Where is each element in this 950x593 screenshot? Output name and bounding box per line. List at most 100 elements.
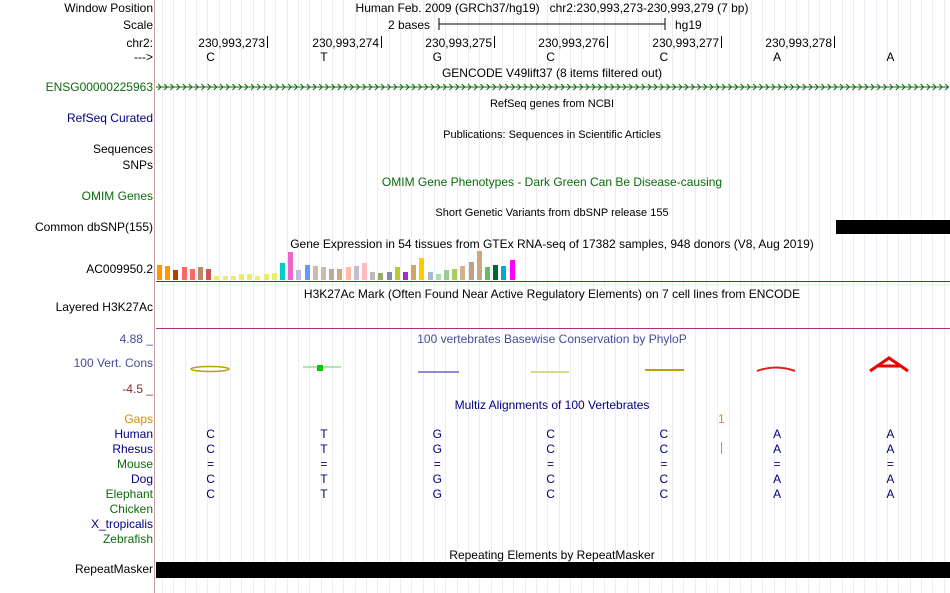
gtex-tissue-bar[interactable]	[468, 262, 474, 280]
alignment-base: =	[773, 457, 781, 471]
species-label[interactable]: Dog	[130, 472, 153, 486]
repeatmasker-track-title[interactable]: Repeating Elements by RepeatMasker	[449, 548, 655, 562]
gtex-tissue-bar[interactable]	[198, 267, 203, 280]
species-label[interactable]: Zebrafish	[102, 532, 153, 546]
grid-line	[355, 0, 356, 593]
gtex-tissue-bar[interactable]	[189, 269, 195, 280]
gencode-label[interactable]: ENSG00000225963	[45, 80, 153, 94]
species-label[interactable]: Rhesus	[112, 442, 153, 456]
species-label[interactable]: X_tropicalis	[90, 517, 153, 531]
gtex-tissue-bar[interactable]	[435, 274, 441, 280]
gtex-tissue-bar[interactable]	[427, 272, 433, 280]
scale-bar	[438, 18, 666, 30]
gtex-tissue-bar[interactable]	[329, 269, 335, 280]
gtex-tissue-bar[interactable]	[247, 274, 253, 280]
alignment-base: G	[432, 427, 442, 441]
gtex-tissue-bar[interactable]	[444, 270, 449, 280]
grid-line	[649, 0, 650, 593]
omim-track-title[interactable]: OMIM Gene Phenotypes - Dark Green Can Be…	[381, 175, 723, 189]
gtex-tissue-bar[interactable]	[321, 267, 326, 280]
gtex-tissue-bar[interactable]	[288, 252, 294, 280]
gtex-tissue-bar[interactable]	[501, 266, 507, 280]
ruler-tick-label: 230,993,276	[538, 36, 605, 50]
gtex-tissue-bar[interactable]	[476, 251, 482, 280]
gencode-gene-feature[interactable]	[156, 82, 950, 94]
gtex-tissue-bar[interactable]	[230, 276, 236, 280]
publications-snps-label[interactable]: SNPs	[122, 158, 153, 172]
gtex-tissue-bar[interactable]	[411, 265, 417, 280]
gtex-tissue-bar[interactable]	[222, 276, 228, 280]
gtex-tissue-bar[interactable]	[370, 272, 376, 280]
grid-line	[898, 0, 899, 593]
phylop-glyph-t	[317, 365, 323, 371]
h3k27ac-label[interactable]: Layered H3K27Ac	[55, 300, 153, 314]
gtex-label[interactable]: AC009950.2	[86, 262, 153, 276]
gtex-tissue-bar[interactable]	[304, 265, 310, 280]
gtex-tissue-bar[interactable]	[165, 266, 171, 280]
gtex-tissue-bar[interactable]	[419, 258, 425, 280]
alignment-base: =	[207, 457, 215, 471]
gtex-tissue-bar[interactable]	[378, 273, 384, 280]
gtex-tissue-bar[interactable]	[452, 269, 458, 280]
gtex-tissue-bar[interactable]	[296, 270, 302, 280]
gtex-tissue-bar[interactable]	[239, 274, 244, 280]
gtex-tissue-bar[interactable]	[214, 276, 220, 280]
omim-label[interactable]: OMIM Genes	[81, 189, 153, 203]
gtex-tissue-bar[interactable]	[157, 265, 162, 280]
gtex-tissue-bar[interactable]	[386, 272, 392, 280]
gtex-tissue-bar[interactable]	[255, 276, 261, 280]
phylop-track-title[interactable]: 100 vertebrates Basewise Conservation by…	[417, 332, 687, 346]
gtex-tissue-bar[interactable]	[271, 273, 277, 280]
gtex-tissue-bar[interactable]	[173, 270, 179, 280]
multiz-track-title[interactable]: Multiz Alignments of 100 Vertebrates	[454, 398, 650, 412]
gtex-tissue-bar[interactable]	[493, 265, 499, 280]
alignment-base: C	[546, 442, 555, 456]
gtex-tissue-bar[interactable]	[353, 266, 359, 280]
gtex-tissue-bar[interactable]	[485, 267, 490, 280]
dbsnp-label[interactable]: Common dbSNP(155)	[34, 220, 153, 234]
gtex-tissue-bar[interactable]	[460, 266, 466, 280]
h3k27ac-track-title[interactable]: H3K27Ac Mark (Often Found Near Active Re…	[303, 287, 801, 301]
alignment-base: C	[659, 487, 669, 501]
gtex-tissue-bar[interactable]	[280, 263, 285, 280]
gtex-track-title[interactable]: Gene Expression in 54 tissues from GTEx …	[290, 237, 814, 251]
ruler-tick-label: 230,993,273	[198, 36, 265, 50]
gtex-tissue-bar[interactable]	[206, 269, 212, 280]
gaps-label[interactable]: Gaps	[124, 412, 153, 426]
gtex-tissue-bar[interactable]	[345, 267, 351, 280]
grid-line	[853, 0, 854, 593]
gtex-tissue-bar[interactable]	[394, 267, 400, 280]
dbsnp-variant-block[interactable]	[836, 220, 950, 234]
publications-sequences-label[interactable]: Sequences	[92, 142, 153, 156]
gtex-tissue-bar[interactable]	[403, 272, 408, 280]
publications-track-title[interactable]: Publications: Sequences in Scientific Ar…	[443, 129, 661, 141]
refseq-track-title[interactable]: RefSeq genes from NCBI	[489, 98, 615, 110]
grid-line	[638, 0, 639, 593]
species-label[interactable]: Chicken	[109, 502, 153, 516]
alignment-base: T	[320, 472, 328, 486]
gtex-tissue-bar[interactable]	[362, 263, 367, 280]
grid-line	[207, 0, 208, 593]
alignment-base: T	[320, 487, 328, 501]
repeatmasker-label[interactable]: RepeatMasker	[74, 562, 153, 576]
gap-marker[interactable]: 1	[718, 412, 725, 426]
repeatmasker-block[interactable]	[156, 562, 950, 578]
grid-line	[559, 0, 560, 593]
window-position-text[interactable]: Human Feb. 2009 (GRCh37/hg19) chr2:230,9…	[355, 1, 749, 15]
grid-line	[740, 0, 741, 593]
gtex-tissue-bar[interactable]	[312, 266, 318, 280]
gtex-tissue-bar[interactable]	[181, 267, 187, 280]
gencode-track-title[interactable]: GENCODE V49lift37 (8 items filtered out)	[441, 66, 663, 80]
refseq-label[interactable]: RefSeq Curated	[66, 111, 153, 125]
alignment-base: C	[206, 472, 215, 486]
species-label[interactable]: Mouse	[116, 457, 153, 471]
gtex-tissue-bar[interactable]	[263, 274, 269, 280]
gtex-tissue-bar[interactable]	[337, 269, 343, 280]
species-label[interactable]: Elephant	[105, 487, 153, 501]
dbsnp-track-title[interactable]: Short Genetic Variants from dbSNP releas…	[435, 207, 669, 219]
phylop-label[interactable]: 100 Vert. Cons	[73, 356, 153, 370]
grid-line	[547, 0, 548, 593]
gtex-tissue-bar[interactable]	[509, 260, 515, 280]
species-label[interactable]: Human	[114, 427, 153, 441]
ruler-tick-label: 230,993,278	[765, 36, 832, 50]
